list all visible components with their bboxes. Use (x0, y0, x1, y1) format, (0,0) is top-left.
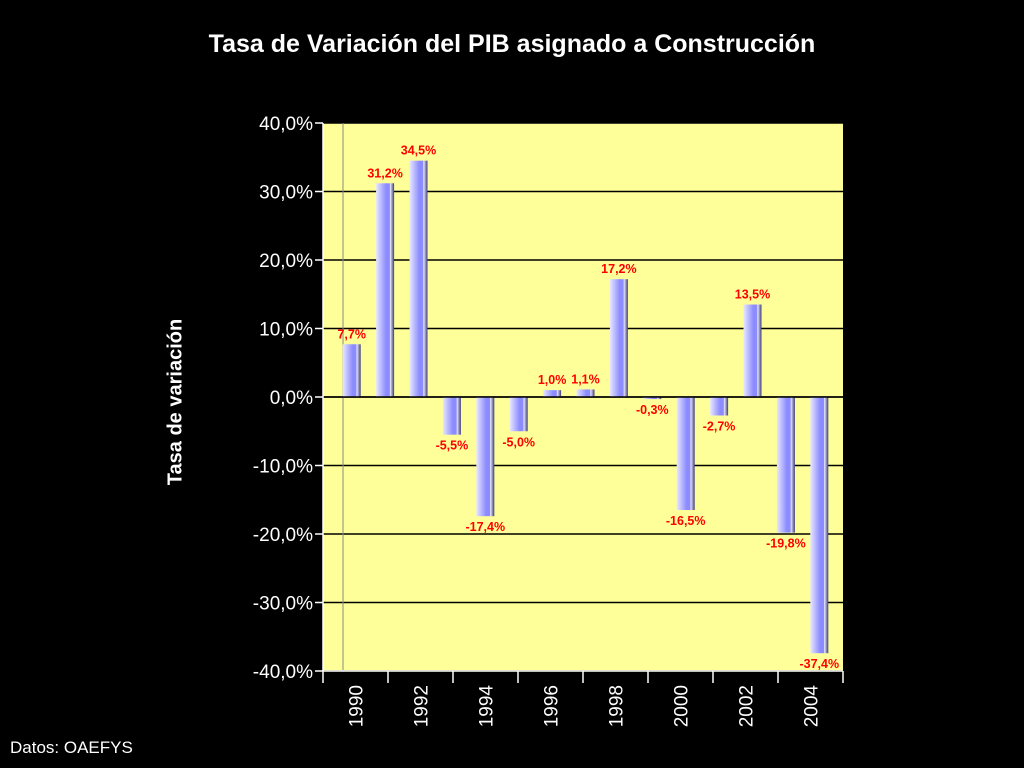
x-tick-label: 2004 (802, 685, 823, 728)
data-label: 34,5% (401, 144, 436, 158)
data-label: -16,5% (666, 514, 706, 528)
bar (743, 304, 762, 397)
bar (609, 279, 628, 397)
y-tick-label: -30,0% (253, 594, 313, 615)
bar (710, 397, 729, 416)
chart-title: Tasa de Variación del PIB asignado a Con… (208, 30, 816, 58)
source-note: Datos: OAEFYS (10, 738, 133, 757)
data-label: -19,8% (766, 537, 806, 551)
data-label: -2,7% (703, 419, 736, 433)
y-tick-label: -40,0% (253, 662, 313, 683)
x-tick-label: 1994 (477, 685, 498, 728)
data-label: 1,1% (571, 372, 600, 386)
y-tick-label: 0,0% (270, 388, 313, 409)
data-label: -5,5% (436, 439, 469, 453)
bar (810, 397, 829, 654)
bar (576, 389, 595, 397)
bar (543, 390, 562, 397)
y-tick-label: 10,0% (259, 320, 313, 341)
data-label: -5,0% (502, 435, 535, 449)
y-tick-label: -20,0% (253, 525, 313, 546)
y-tick-label: 30,0% (259, 183, 313, 204)
bar (409, 160, 428, 397)
bar (476, 397, 495, 517)
x-tick-label: 1998 (607, 685, 628, 727)
data-label: -17,4% (465, 520, 505, 534)
bar (442, 397, 461, 435)
data-label: 1,0% (538, 373, 567, 387)
bar (509, 397, 528, 432)
y-tick-label: 40,0% (259, 114, 313, 135)
bar (342, 344, 361, 397)
y-tick-label: -10,0% (253, 457, 313, 478)
y-tick-label: 20,0% (259, 251, 313, 272)
data-label: -37,4% (799, 657, 839, 671)
data-label: -0,3% (636, 403, 669, 417)
x-tick-label: 2000 (672, 685, 693, 727)
bar (776, 397, 795, 533)
data-label: 13,5% (735, 288, 770, 302)
data-label: 31,2% (367, 166, 402, 180)
x-tick-label: 1990 (347, 685, 368, 727)
x-tick-label: 1996 (542, 685, 563, 727)
data-label: 17,2% (601, 262, 636, 276)
x-tick-label: 2002 (737, 685, 758, 727)
bar (676, 397, 695, 511)
bar (376, 183, 395, 397)
bar (643, 397, 662, 400)
x-tick-label: 1992 (412, 685, 433, 727)
data-label: 7,7% (337, 327, 366, 341)
